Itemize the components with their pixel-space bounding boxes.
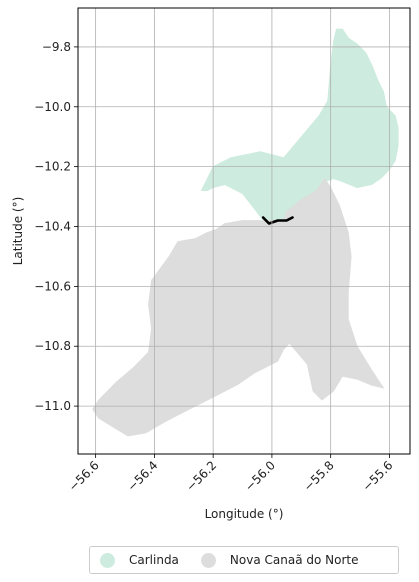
- y-tick-label: −10.6: [34, 279, 71, 293]
- x-axis-label: Longitude (°): [205, 507, 284, 521]
- legend-swatch-nova-canaa-do-norte: [200, 552, 216, 568]
- boundary-segment-layer: [261, 216, 294, 225]
- x-tick-label: −56.2: [183, 458, 219, 494]
- y-tick-label: −10.0: [34, 100, 71, 114]
- grid-layer: [78, 8, 410, 454]
- y-tick-label: −9.8: [42, 40, 71, 54]
- plot-frame: [77, 7, 411, 455]
- legend-item-nova-canaa-do-norte: Nova Canaã do Norte: [199, 552, 359, 568]
- legend-item-carlinda: Carlinda: [98, 552, 179, 568]
- x-tick-label: −55.6: [360, 458, 396, 494]
- region-nova-canaa-do-norte: [92, 178, 385, 437]
- y-axis: −9.8 −10.0 −10.2 −10.4 −10.6 −10.8 −11.0: [34, 40, 78, 413]
- y-axis-label: Latitude (°): [11, 197, 25, 266]
- x-tick-label: −56.6: [66, 458, 102, 494]
- y-tick-label: −10.4: [34, 220, 71, 234]
- boundary-segment: [261, 216, 294, 225]
- x-axis: −56.6 −56.4 −56.2 −56.0 −55.8 −55.6: [66, 454, 396, 494]
- legend: Carlinda Nova Canaã do Norte: [89, 546, 399, 574]
- legend-label-carlinda: Carlinda: [129, 553, 179, 567]
- x-tick-label: −56.0: [242, 458, 278, 494]
- regions-layer: [92, 28, 399, 437]
- y-tick-label: −10.2: [34, 160, 71, 174]
- y-tick-label: −11.0: [34, 399, 71, 413]
- plot-area: [77, 7, 411, 455]
- x-tick-label: −55.8: [301, 458, 337, 494]
- x-tick-label: −56.4: [125, 458, 161, 494]
- legend-label-nova-canaa-do-norte: Nova Canaã do Norte: [229, 553, 359, 567]
- y-tick-label: −10.8: [34, 339, 71, 353]
- legend-swatch-carlinda: [100, 552, 115, 568]
